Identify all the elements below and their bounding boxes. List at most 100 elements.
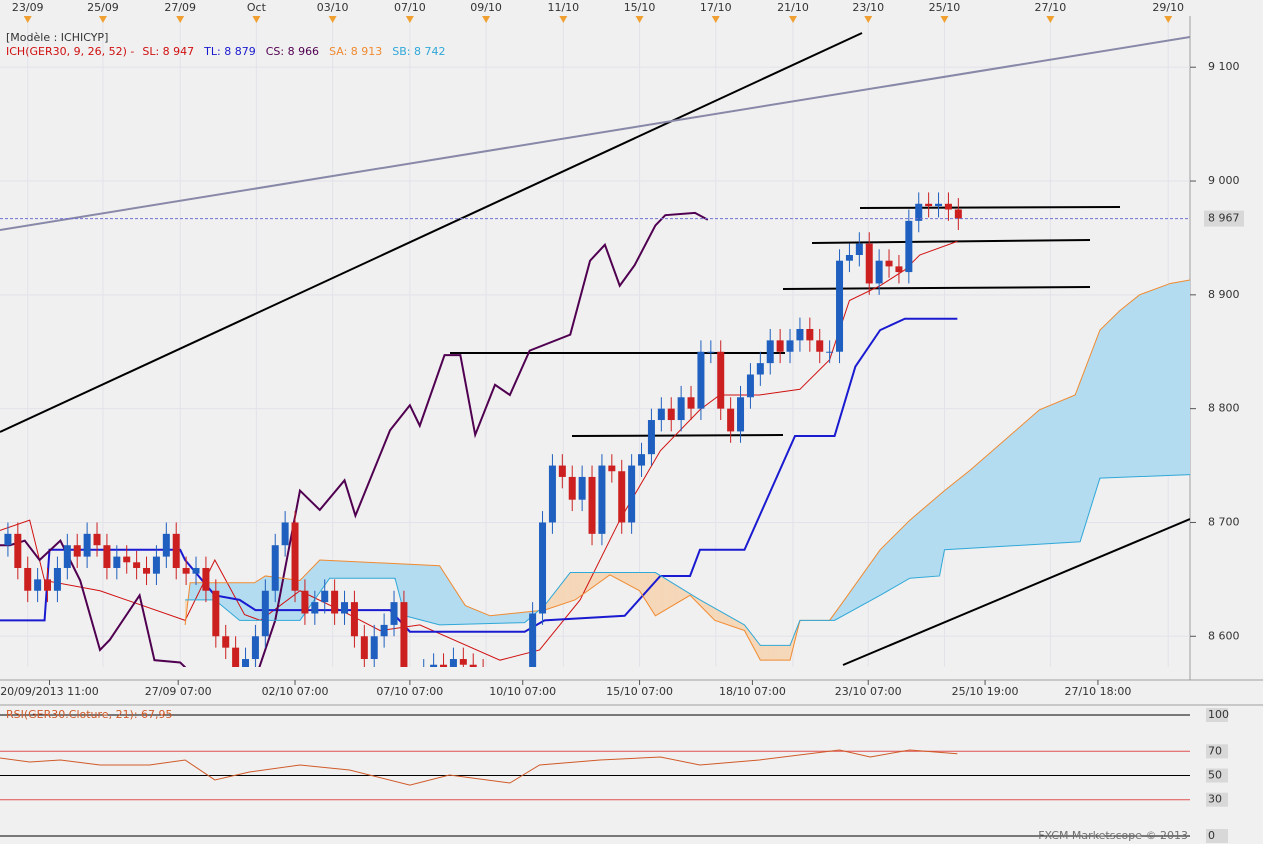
candle-body [370,636,378,660]
cloud-fill [1041,407,1045,545]
candle-body [667,408,675,421]
cloud-fill [335,560,339,579]
candle-body [568,476,576,500]
indicator-line [185,474,1190,646]
cloud-fill [1145,291,1149,477]
top-tick-label: 11/10 [547,1,579,14]
cloud-fill [1043,406,1047,545]
cloud-fill [1063,398,1067,544]
cloud-fill [761,645,765,661]
cloud-fill [1093,340,1097,499]
cloud-fill [717,609,720,623]
cloud-fill [1120,307,1124,478]
top-tick-label: 15/10 [624,1,656,14]
candle-body [944,203,952,210]
cloud-fill [781,645,785,661]
candle-body [341,602,349,614]
cloud-fill [714,607,718,622]
cloud-fill [1117,309,1121,478]
cloud-fill [494,614,498,624]
top-tick-marker [23,16,32,23]
candle-body [697,351,705,409]
cloud-fill [989,450,993,548]
cloud-fill [657,573,661,615]
candle-body [113,556,121,568]
cloud-fill [1165,284,1168,476]
rsi-tick-label: 100 [1208,708,1229,721]
rsi-panel: 100 70 50 30 0 [0,708,1229,843]
cloud-fill [637,572,641,593]
cloud-fill [650,572,654,613]
cloud-fill [1157,286,1161,477]
cloud-fill [986,452,990,548]
axes: 9 100 9 000 8 900 8 800 8 700 8 600 23/09 25/09… [0,1,1244,698]
cloud-fill [1169,282,1173,476]
cloud-fill [375,562,379,579]
cloud-fill [479,611,483,625]
candle-body [459,659,467,665]
cloud-fill [471,608,475,625]
cloud-fill [427,564,431,623]
cloud-fill [447,577,451,625]
cloud-fill [929,500,933,577]
cloud-fill [407,563,411,618]
cloud-fill [377,562,381,579]
cloud-fill [1066,397,1069,543]
cloud-fill [872,555,876,600]
cloud-fill [890,536,894,590]
rsi-tick-label: 70 [1208,744,1222,757]
support-line [811,239,1091,244]
cloud-fill [630,572,634,588]
cloud-fill [768,645,772,661]
cloud-fill [350,561,354,579]
candle-body [816,340,824,352]
cloud-fill [420,564,423,621]
candle-body [845,255,853,261]
cloud-fill [971,465,975,549]
cloud-fill [927,502,931,578]
cloud-fill [1038,408,1042,545]
top-tick-marker [252,16,261,23]
cloud-fill [467,605,471,625]
legend: ICH(GER30, 9, 26, 52) - SL: 8 947 TL: 8 87… [6,45,446,58]
cloud-fill [892,533,896,589]
cloud-fill [966,469,970,549]
y-tick-label: 9 100 [1208,60,1240,73]
cloud-fill [882,543,886,595]
cloud-fill [192,582,196,601]
cloud-fill [959,475,963,550]
y-tick-label: 8 700 [1208,515,1240,528]
candle-body [440,664,448,667]
cloud-fill [1179,281,1183,476]
cloud-fill [900,526,904,585]
rsi-tick-label: 30 [1208,793,1222,806]
cloud-fill [259,577,263,621]
trend-line [0,36,1190,231]
top-tick-marker [405,16,414,23]
cloud-fill [328,560,332,581]
cloud-fill [489,615,493,624]
cloud-fill [1103,323,1107,479]
cloud-fill [912,514,916,579]
cloud-fill [1006,435,1010,547]
candle-body [638,454,646,466]
cloud-fill [1058,400,1062,544]
top-tick-marker [176,16,185,23]
candle-body [548,465,556,523]
top-tick-marker [559,16,568,23]
cloud-fill [474,609,478,625]
cloud-fill [410,564,414,619]
cloud-fill [1080,372,1084,539]
cloud-fill [1014,429,1017,546]
cloud-fill [1036,409,1040,545]
cloud-fill [256,579,260,621]
cloud-fill [311,565,315,605]
candle-body [232,647,240,667]
top-tick-label: 27/10 [1035,1,1067,14]
cloud-fill [1162,284,1166,476]
cloud-fill [880,546,884,596]
cloud-fill [506,613,510,624]
cloud-fill [387,563,391,579]
cloud-fill [1016,426,1020,546]
cloud-fill [340,560,344,579]
